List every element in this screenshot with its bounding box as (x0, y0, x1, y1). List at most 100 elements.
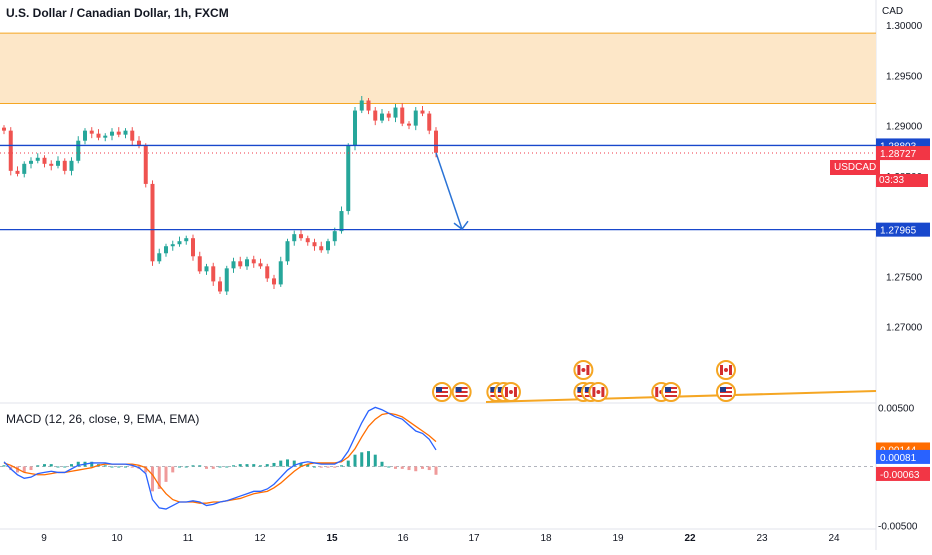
macd-histogram-bar (76, 461, 80, 467)
macd-histogram-bar (387, 466, 391, 468)
macd-histogram-bar (319, 466, 323, 468)
macd-histogram-bar (407, 466, 411, 471)
macd-histogram-bar (326, 466, 330, 468)
macd-histogram-bar (259, 465, 262, 467)
macd-histogram-bar (292, 460, 296, 467)
price-axis-tick: 1.29000 (886, 122, 923, 133)
macd-histogram-bar (400, 466, 404, 469)
chart-title: U.S. Dollar / Canadian Dollar, 1h, FXCM (6, 6, 229, 20)
macd-histogram-bar (286, 459, 289, 467)
us-flag-canton (455, 387, 462, 392)
candle-body (123, 130, 128, 135)
ca-flag-left (720, 365, 723, 375)
macd-histogram-bar (252, 464, 256, 467)
currency-label: CAD (882, 6, 904, 17)
macd-histogram-bar (421, 466, 424, 469)
macd-title: MACD (12, 26, close, 9, EMA, EMA) (6, 412, 200, 426)
candle-body (191, 238, 195, 257)
macd-histogram-bar (299, 462, 303, 467)
macd-histogram-bar (333, 466, 337, 468)
macd-histogram-bar (90, 461, 94, 467)
ca-event-flag-icon (573, 360, 594, 380)
macd-histogram-bar (346, 460, 350, 467)
us-flag-stripe (720, 395, 732, 397)
candle-body (265, 266, 270, 279)
macd-value-tag (876, 449, 930, 464)
candle-body (218, 281, 222, 292)
candle-body (393, 107, 398, 118)
macd-histogram-bar (130, 466, 134, 468)
macd-histogram-bar (414, 466, 418, 472)
macd-histogram-bar (373, 454, 377, 467)
candle-body (386, 113, 391, 118)
macd-histogram-bar (218, 466, 222, 468)
candle-body (62, 160, 67, 171)
candle-body (427, 113, 432, 131)
macd-histogram-bar (70, 464, 73, 467)
macd-histogram-bar (164, 466, 168, 482)
time-axis-tick: 12 (254, 533, 266, 544)
resistance-zone (0, 33, 876, 104)
ca-flag-left (592, 387, 596, 397)
candle-body (285, 241, 290, 262)
macd-histogram-bar (144, 466, 148, 473)
candle-body (204, 266, 209, 272)
candle-body (137, 140, 141, 146)
macd-value-label: -0.00063 (880, 470, 920, 481)
ca-event-flag-icon (500, 382, 521, 402)
ca-flag-right (586, 365, 590, 375)
candle-body (332, 231, 337, 242)
macd-value-tag (876, 466, 930, 481)
candle-body (238, 261, 243, 267)
us-flag-stripe (665, 395, 678, 397)
candle-body (299, 234, 303, 239)
us-flag-canton (577, 387, 584, 392)
candle-body (29, 160, 33, 164)
macd-histogram-bar (225, 466, 229, 468)
us-flag-canton (436, 387, 442, 392)
candle-body (231, 261, 236, 269)
candle-body (2, 127, 6, 131)
price-axis-tick: 1.29500 (886, 71, 923, 82)
candle-body (8, 130, 13, 171)
candle-body (326, 241, 330, 251)
macd-histogram-bar (313, 466, 316, 468)
candle-body (49, 163, 54, 166)
us-flag-stripe (455, 395, 468, 397)
price-axis-tick: 1.27500 (886, 272, 923, 283)
candle-body (400, 107, 405, 124)
macd-histogram-bar (36, 465, 40, 467)
ca-event-flag-icon (716, 360, 736, 380)
candle-body (184, 238, 189, 242)
level-price-label: 1.27965 (880, 226, 917, 237)
time-axis-tick: 24 (828, 533, 840, 544)
macd-histogram-bar (380, 461, 384, 467)
time-axis-tick: 23 (756, 533, 768, 544)
projection-arrow-shaft (435, 152, 463, 230)
candles (2, 95, 438, 295)
candle-body (197, 256, 202, 272)
candle-body (258, 263, 263, 267)
macd-histogram-bar (211, 466, 215, 469)
candle-body (150, 183, 155, 262)
macd-histogram-bar (340, 465, 343, 467)
macd-histogram-bar (434, 466, 438, 475)
candle-body (319, 246, 324, 251)
bar-countdown: 03:33 (876, 174, 928, 187)
macd-histogram-bar (124, 466, 127, 468)
us-flag-canton (720, 387, 726, 392)
candle-body (407, 123, 411, 126)
ca-flag-left (504, 387, 508, 397)
candle-body (22, 163, 27, 174)
time-axis-tick: 18 (540, 533, 552, 544)
macd-histogram-bar (191, 465, 195, 467)
us-event-flag-icon (716, 382, 736, 402)
candle-body (272, 278, 276, 285)
us-flag-canton (497, 387, 504, 392)
macd-histogram-bar (205, 466, 208, 469)
candle-body (103, 135, 108, 138)
macd-axis-tick: -0.00500 (878, 522, 918, 533)
macd-line (3, 406, 437, 510)
